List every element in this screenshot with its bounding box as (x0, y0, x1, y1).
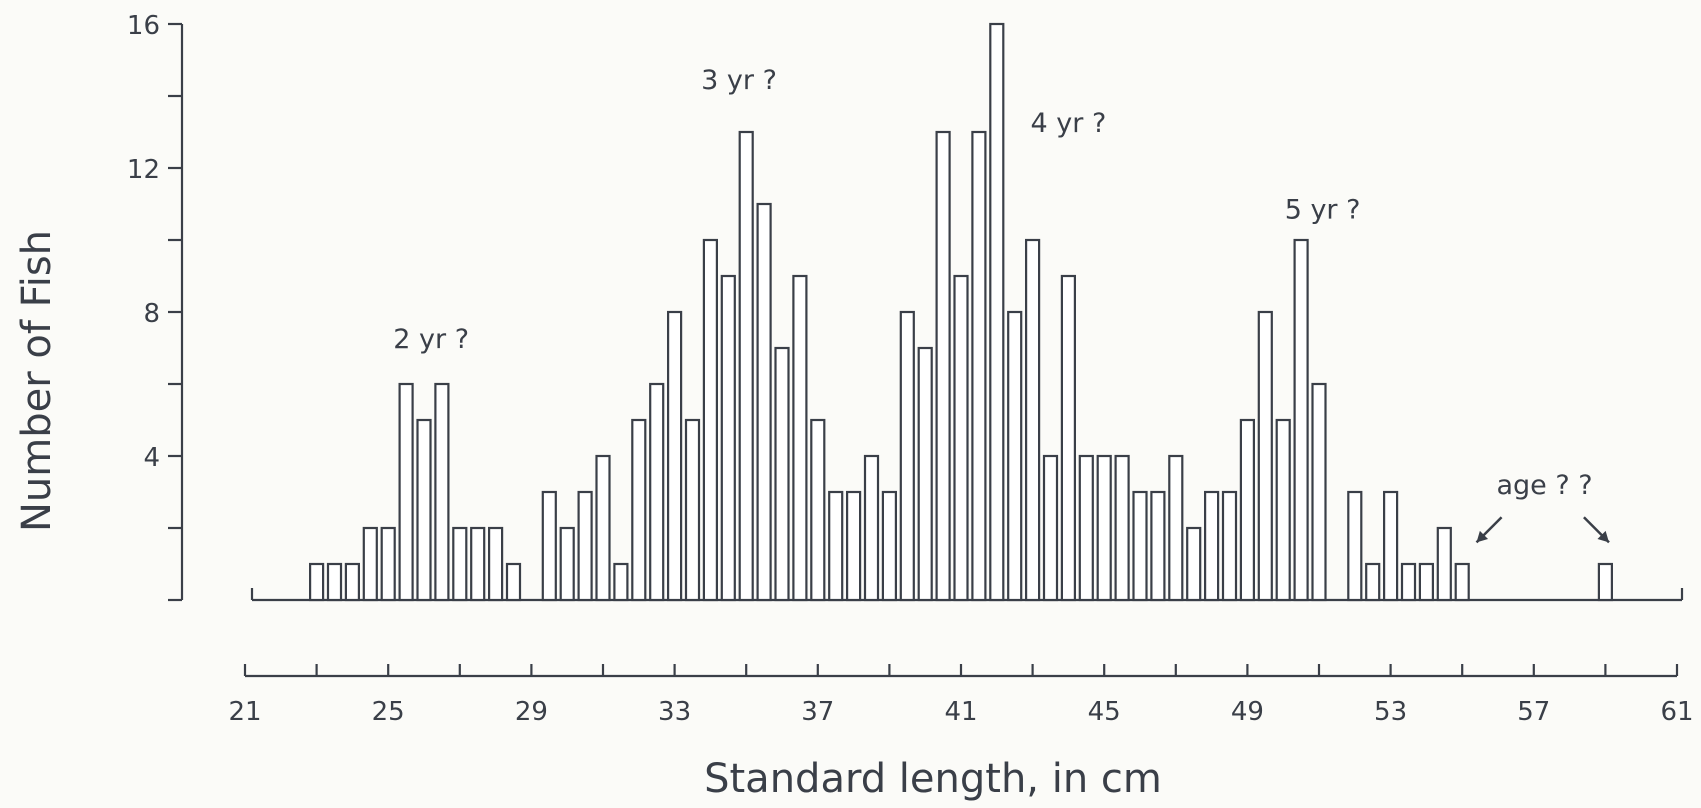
histogram-bar (1150, 490, 1166, 602)
age-annotation: age ? ? (1496, 470, 1592, 501)
histogram-bar (881, 490, 898, 602)
histogram-bar (1221, 490, 1238, 602)
x-tick-label: 37 (801, 697, 834, 727)
histogram-bar (666, 310, 683, 602)
histogram-bar (756, 202, 772, 602)
histogram-bar (738, 130, 754, 602)
y-tick-label: 4 (143, 443, 160, 473)
histogram-bar (398, 382, 414, 602)
histogram-bar (1293, 238, 1309, 602)
histogram-bar (828, 490, 844, 602)
x-tick-label: 61 (1660, 697, 1693, 727)
histogram-bar (1436, 526, 1452, 602)
histogram-bar (416, 418, 432, 602)
histogram-bar (488, 526, 504, 602)
histogram-bar (1168, 454, 1184, 602)
age-annotation: 2 yr ? (393, 324, 469, 355)
x-axis: 21 25 29 33 37 41 45 49 53 57 61 (228, 664, 1694, 727)
histogram-bar (953, 274, 969, 602)
x-tick-label: 57 (1517, 697, 1550, 727)
histogram-bar (899, 310, 915, 602)
histogram-bar (1418, 562, 1435, 602)
age-annotation: 5 yr ? (1285, 194, 1361, 225)
histogram-bar (684, 418, 701, 602)
histogram-bar (595, 454, 611, 602)
histogram-bar (1060, 274, 1077, 602)
histogram-bar (1132, 490, 1148, 602)
histogram-bar (1597, 562, 1614, 602)
histogram-bar (1454, 562, 1470, 602)
histogram-bar (631, 418, 647, 602)
y-tick-label: 16 (127, 11, 160, 41)
histogram-bar (1186, 526, 1202, 602)
histogram-bar (541, 490, 557, 602)
annotations-group: 2 yr ? 3 yr ? 4 yr ? 5 yr ? age ? ? (393, 65, 1610, 544)
histogram-bar (1400, 562, 1417, 602)
bars-group (309, 22, 1614, 602)
histogram-bar (863, 454, 880, 602)
histogram-bar (792, 274, 808, 602)
histogram-bar (720, 274, 736, 602)
x-axis-title: Standard length, in cm (704, 756, 1162, 802)
histogram-bar (989, 22, 1005, 602)
x-tick-label: 21 (228, 697, 261, 727)
histogram-bar (1365, 562, 1381, 602)
x-tick-label: 41 (944, 697, 977, 727)
histogram-bar (1007, 310, 1023, 602)
histogram-bar (434, 382, 450, 602)
histogram-bar (309, 562, 325, 602)
y-axis: 4 8 12 16 (127, 11, 184, 602)
x-tick-label: 49 (1231, 697, 1264, 727)
histogram-bar (1203, 490, 1220, 602)
histogram-bar (1114, 454, 1130, 602)
x-tick-label: 25 (372, 697, 405, 727)
age-annotation: 3 yr ? (701, 65, 777, 96)
x-tick-label: 53 (1374, 697, 1407, 727)
histogram-bar (1311, 382, 1327, 602)
histogram-bar (774, 346, 790, 602)
histogram-bar (810, 418, 826, 602)
histogram-bar (917, 346, 933, 602)
histogram-bar (935, 130, 951, 602)
histogram-bar (1239, 418, 1256, 602)
histogram-bar (1096, 454, 1112, 602)
histogram-bar (1382, 490, 1399, 602)
annotation-arrow-head (1597, 530, 1609, 543)
histogram-bar (470, 526, 486, 602)
histogram-bar (613, 562, 629, 602)
y-tick-label: 8 (143, 299, 160, 329)
histogram-bar (1275, 418, 1291, 602)
histogram-bar (362, 526, 378, 602)
x-tick-label: 29 (515, 697, 548, 727)
histogram-bar (1078, 454, 1094, 602)
y-axis-title: Number of Fish (14, 230, 60, 532)
histogram-bar (452, 526, 468, 602)
histogram-bar (380, 526, 396, 602)
age-annotation: 4 yr ? (1031, 108, 1107, 139)
histogram-bar (1347, 490, 1363, 602)
x-tick-label: 45 (1088, 697, 1121, 727)
histogram-bar (845, 490, 862, 602)
y-axis-title-group: Number of Fish (14, 230, 60, 532)
histogram-bar (577, 490, 593, 602)
histogram-bar (344, 562, 360, 602)
histogram-bar (1024, 238, 1041, 602)
histogram-bar (505, 562, 522, 602)
histogram-bar (1042, 454, 1059, 602)
x-tick-label: 33 (658, 697, 691, 727)
annotation-arrow-head (1476, 530, 1489, 543)
histogram-bar (1257, 310, 1273, 602)
histogram-bar (971, 130, 987, 602)
histogram-bar (559, 526, 575, 602)
histogram-bar (326, 562, 343, 602)
histogram-bar (649, 382, 665, 602)
histogram-bar (702, 238, 719, 602)
y-tick-label: 12 (127, 155, 160, 185)
